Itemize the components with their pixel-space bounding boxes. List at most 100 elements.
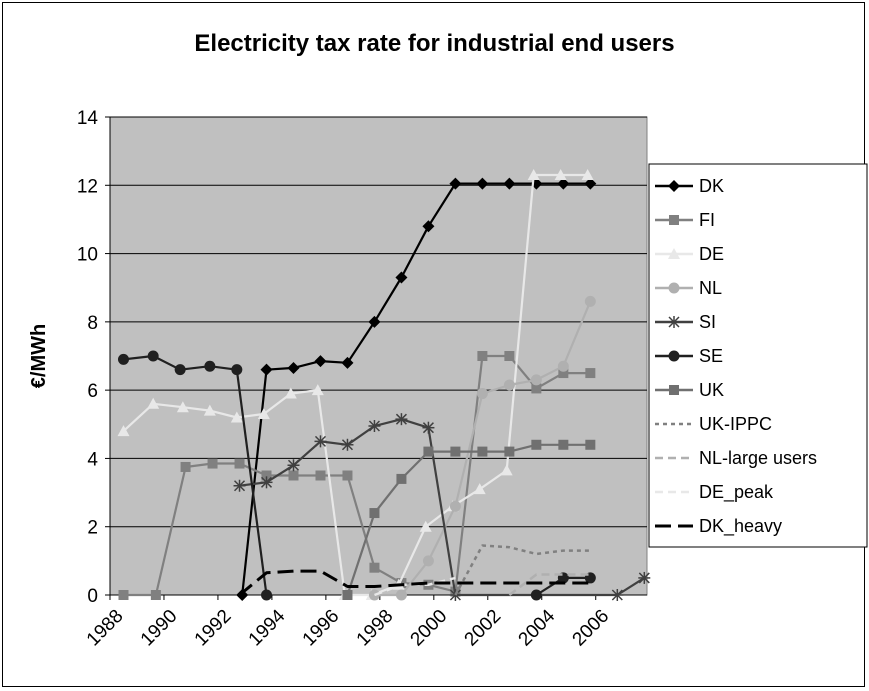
data-point	[473, 483, 486, 495]
y-tick-label: 12	[77, 176, 98, 197]
legend-item: DE_peak	[655, 482, 774, 503]
y-tick-label: 6	[87, 381, 98, 402]
legend-item: SE	[655, 346, 723, 366]
data-point	[450, 446, 461, 457]
data-point	[531, 383, 542, 394]
data-point	[504, 446, 515, 457]
data-point	[476, 177, 489, 190]
data-point	[477, 446, 488, 457]
data-point	[368, 589, 380, 601]
legend-label: UK	[699, 380, 724, 400]
series-de	[117, 169, 594, 600]
data-point	[476, 388, 488, 400]
data-point	[638, 571, 651, 584]
data-point	[118, 590, 129, 600]
series-line	[238, 569, 591, 597]
data-point	[530, 374, 542, 386]
y-tick-label: 8	[87, 313, 98, 334]
data-point	[314, 355, 327, 368]
x-tick-label: 1994	[245, 605, 290, 650]
data-point	[395, 589, 407, 601]
legend-item: DK	[655, 176, 724, 196]
data-point	[287, 459, 300, 472]
legend-item: DE	[655, 244, 724, 264]
data-point	[260, 363, 273, 376]
legend-marker	[668, 282, 680, 294]
legend-item: NL	[655, 278, 722, 298]
y-tick-label: 4	[87, 449, 98, 470]
series-line	[122, 173, 588, 597]
legend-label: NL-large users	[699, 448, 817, 468]
data-point	[315, 470, 326, 481]
data-point	[422, 220, 435, 233]
data-point	[611, 589, 624, 601]
data-point	[530, 589, 542, 601]
data-point	[423, 446, 434, 457]
x-tick-label: 2002	[461, 606, 506, 651]
data-point	[261, 589, 273, 601]
series-line	[346, 443, 591, 596]
data-point	[449, 500, 461, 512]
y-tick-label: 10	[77, 245, 98, 266]
data-point	[503, 177, 516, 190]
data-point	[503, 379, 515, 391]
legend-label: DE	[699, 244, 724, 264]
legend-label: DK	[699, 176, 724, 196]
data-point	[422, 421, 435, 434]
data-point	[584, 177, 597, 190]
data-point	[342, 470, 353, 481]
data-point	[288, 470, 299, 481]
data-point	[368, 419, 381, 432]
data-point	[554, 169, 567, 181]
series-nl	[368, 295, 596, 601]
data-point	[341, 356, 354, 369]
data-point	[287, 361, 300, 374]
x-tick-label: 1996	[299, 606, 344, 651]
data-point	[419, 520, 432, 532]
legend-item: SI	[655, 312, 716, 332]
data-point	[504, 351, 515, 361]
data-point	[368, 315, 381, 328]
series-si	[233, 413, 651, 601]
series-nl-large-users	[508, 573, 591, 596]
legend-item: DK_heavy	[655, 516, 782, 537]
data-point	[396, 578, 407, 589]
y-axis-label: €/MWh	[28, 324, 50, 388]
series-se	[117, 350, 596, 601]
data-point	[233, 479, 246, 492]
data-point	[341, 438, 354, 451]
data-point	[207, 458, 218, 469]
data-point	[257, 408, 270, 420]
legend-item: UK-IPPC	[655, 414, 772, 434]
legend-label: DK_heavy	[699, 516, 782, 537]
data-point	[369, 508, 380, 519]
series-line	[454, 544, 591, 596]
legend-marker	[668, 180, 680, 192]
data-point	[342, 590, 353, 600]
data-point	[585, 439, 596, 450]
x-tick-label: 1990	[137, 606, 182, 651]
data-point	[147, 397, 160, 409]
data-point	[581, 169, 594, 181]
x-tick-label: 1992	[191, 606, 236, 651]
data-point	[147, 350, 159, 362]
data-point	[204, 360, 216, 372]
data-point	[314, 435, 327, 448]
data-point	[260, 476, 273, 489]
data-point	[395, 413, 408, 426]
x-tick-label: 1988	[83, 606, 128, 651]
legend-label: UK-IPPC	[699, 414, 772, 434]
legend-marker	[669, 215, 679, 225]
data-point	[230, 411, 243, 423]
legend: DK FI DE NL SI SE UK UK-IPPC NL-large users DE_pe…	[648, 163, 868, 548]
chart-title: Electricity tax rate for industrial end …	[194, 30, 675, 57]
legend-label: FI	[699, 210, 715, 230]
legend-marker	[668, 350, 680, 362]
data-point	[176, 401, 189, 413]
y-tick-label: 2	[87, 518, 98, 539]
data-point	[557, 360, 569, 372]
data-point	[234, 458, 245, 469]
data-point	[558, 439, 569, 450]
legend-label: SI	[699, 312, 716, 332]
series-line	[508, 573, 591, 596]
